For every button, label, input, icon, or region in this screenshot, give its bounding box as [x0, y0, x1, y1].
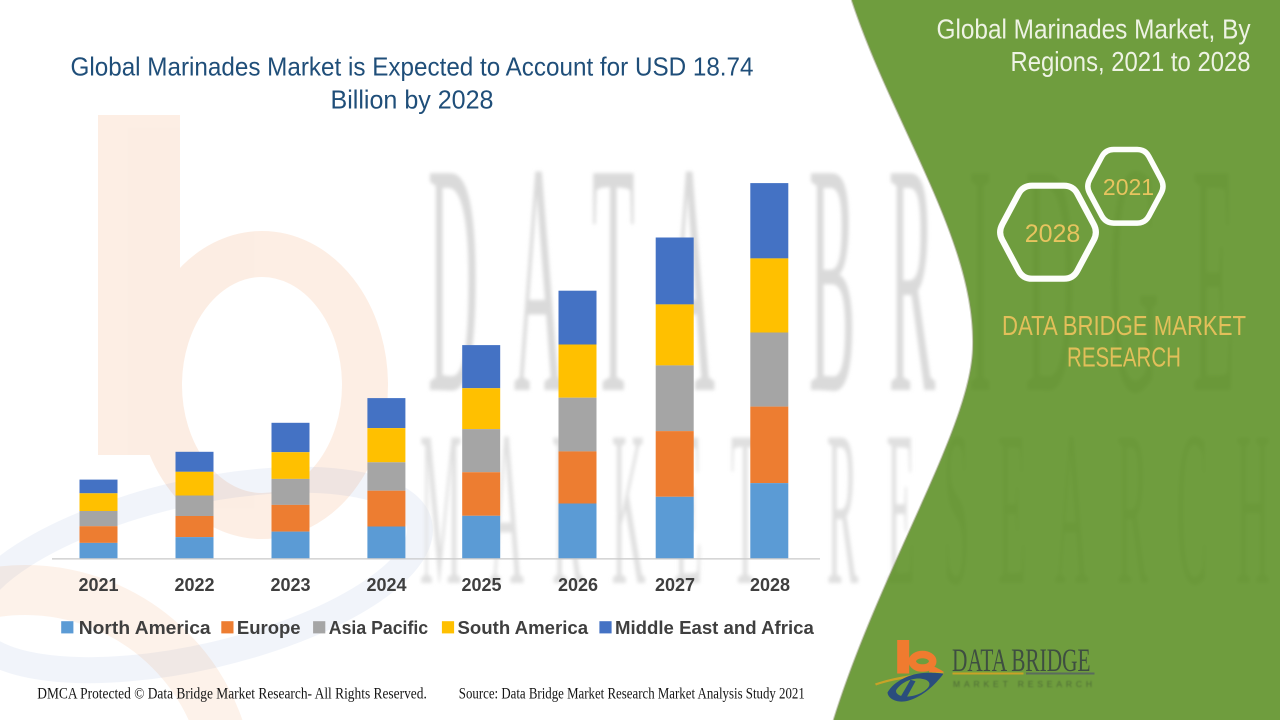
svg-text:Regions, 2021 to 2028: Regions, 2021 to 2028 — [1011, 46, 1251, 77]
svg-text:Global Marinades Market is Exp: Global Marinades Market is Expected to A… — [71, 52, 754, 82]
svg-text:North America: North America — [79, 618, 212, 638]
svg-text:2025: 2025 — [461, 575, 501, 595]
svg-text:2028: 2028 — [750, 575, 790, 595]
svg-text:2021: 2021 — [1103, 174, 1154, 200]
svg-text:South America: South America — [458, 618, 590, 638]
svg-text:2021: 2021 — [78, 575, 118, 595]
svg-text:2022: 2022 — [174, 575, 214, 595]
svg-text:2024: 2024 — [366, 575, 406, 595]
svg-text:Middle East and Africa: Middle East and Africa — [615, 618, 815, 638]
svg-text:Billion by 2028: Billion by 2028 — [331, 84, 494, 114]
svg-text:MARKET RESEARCH: MARKET RESEARCH — [953, 679, 1092, 689]
svg-text:DMCA Protected © Data Bridge M: DMCA Protected © Data Bridge Market Rese… — [37, 686, 427, 703]
svg-text:Asia Pacific: Asia Pacific — [329, 618, 428, 638]
svg-text:2027: 2027 — [655, 575, 695, 595]
svg-text:DATA BRIDGE MARKET: DATA BRIDGE MARKET — [1002, 310, 1246, 341]
svg-text:RESEARCH: RESEARCH — [1067, 341, 1181, 372]
svg-text:2028: 2028 — [1025, 220, 1081, 248]
svg-text:Global Marinades Market, By: Global Marinades Market, By — [937, 14, 1251, 45]
svg-text:2023: 2023 — [270, 575, 310, 595]
svg-text:2026: 2026 — [558, 575, 598, 595]
svg-text:Source: Data Bridge Market Res: Source: Data Bridge Market Research Mark… — [459, 686, 805, 703]
svg-text:Europe: Europe — [237, 618, 301, 638]
